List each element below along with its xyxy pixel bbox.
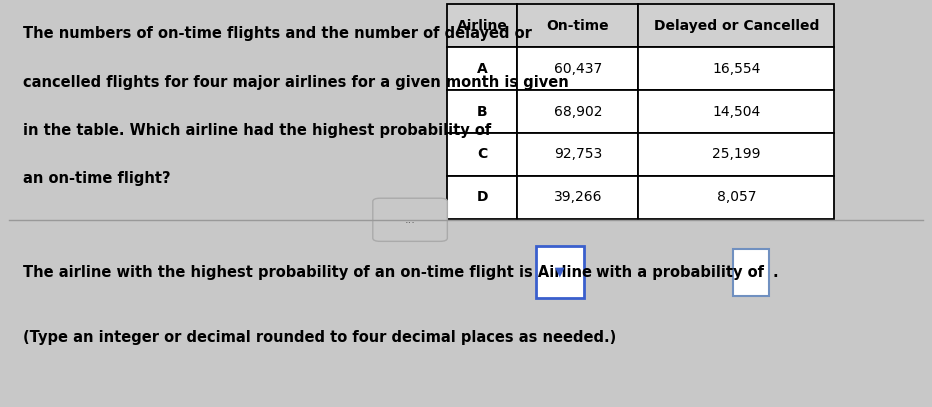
Text: 39,266: 39,266 [554, 190, 602, 204]
Text: (Type an integer or decimal rounded to four decimal places as needed.): (Type an integer or decimal rounded to f… [23, 330, 617, 345]
Text: ▼: ▼ [555, 266, 565, 279]
Bar [638, 133, 834, 176]
Bar [536, 246, 584, 298]
Text: Airline: Airline [457, 19, 508, 33]
Text: On-time: On-time [546, 19, 610, 33]
Bar [447, 133, 517, 176]
Bar [638, 47, 834, 90]
Text: 60,437: 60,437 [554, 62, 602, 76]
Bar [517, 47, 638, 90]
Bar [447, 47, 517, 90]
Text: The airline with the highest probability of an on-time flight is Airline: The airline with the highest probability… [23, 265, 593, 280]
Bar [517, 90, 638, 133]
Bar [517, 176, 638, 219]
Text: 68,902: 68,902 [554, 105, 602, 118]
Text: The numbers of on-time flights and the number of delayed or: The numbers of on-time flights and the n… [23, 26, 532, 42]
Bar [638, 90, 834, 133]
Bar [733, 249, 769, 295]
Text: 25,199: 25,199 [712, 147, 761, 162]
Text: 92,753: 92,753 [554, 147, 602, 162]
Text: cancelled flights for four major airlines for a given month is given: cancelled flights for four major airline… [23, 75, 569, 90]
Bar [447, 176, 517, 219]
Text: with a probability of: with a probability of [596, 265, 763, 280]
Text: A: A [477, 62, 487, 76]
Text: .: . [773, 265, 778, 280]
Text: 16,554: 16,554 [712, 62, 761, 76]
Text: D: D [476, 190, 488, 204]
Text: 14,504: 14,504 [712, 105, 761, 118]
Bar [517, 133, 638, 176]
Bar [638, 176, 834, 219]
Text: an on-time flight?: an on-time flight? [23, 171, 171, 186]
Bar [447, 90, 517, 133]
Bar [517, 4, 638, 47]
Text: Delayed or Cancelled: Delayed or Cancelled [653, 19, 819, 33]
Text: in the table. Which airline had the highest probability of: in the table. Which airline had the high… [23, 123, 491, 138]
Text: B: B [477, 105, 487, 118]
Text: C: C [477, 147, 487, 162]
Bar [447, 4, 517, 47]
Bar [638, 4, 834, 47]
Text: ...: ... [404, 215, 416, 225]
Text: 8,057: 8,057 [717, 190, 756, 204]
